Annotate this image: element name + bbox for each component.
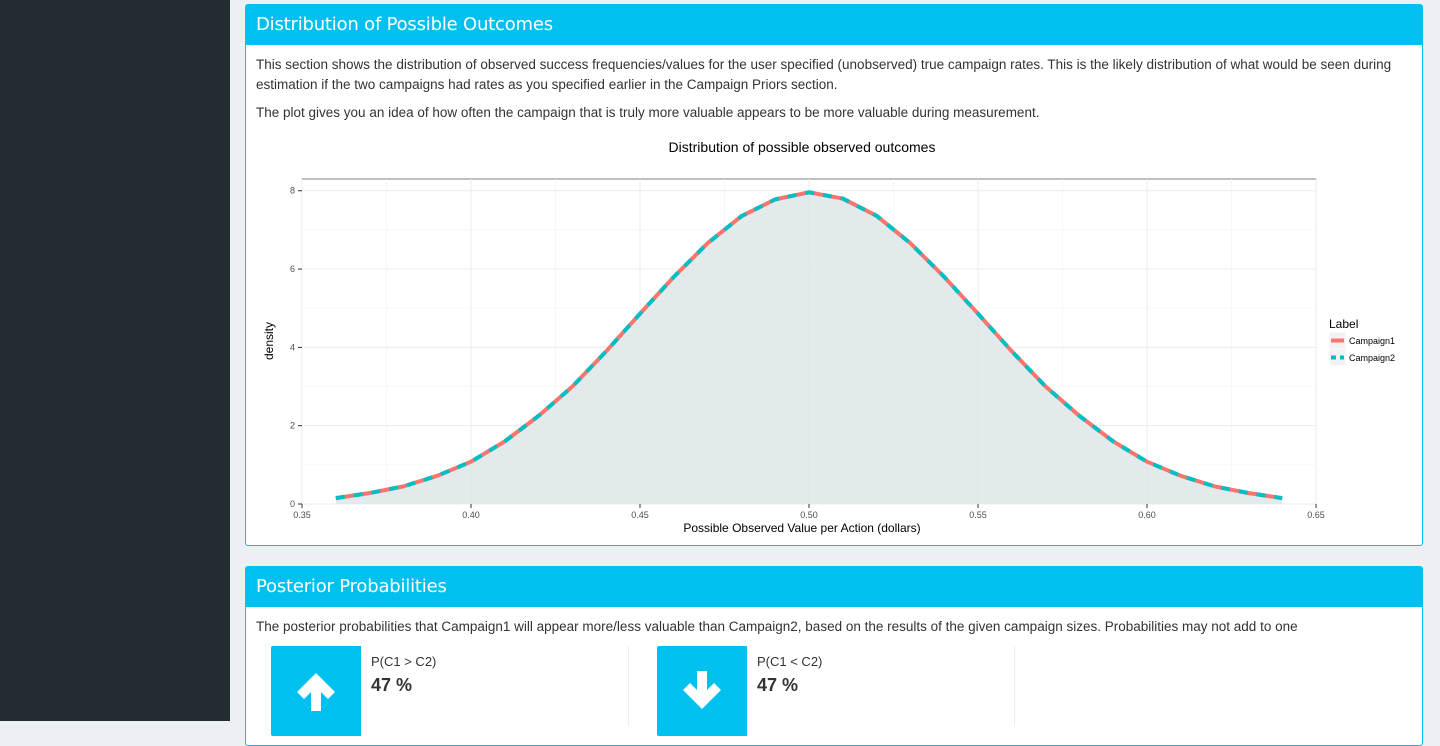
info-value: 47 % <box>757 675 799 695</box>
series-lines <box>335 190 1283 501</box>
distribution-description: This section shows the distribution of o… <box>256 57 1392 92</box>
x-tick-label: 0.65 <box>1307 510 1325 520</box>
distribution-box-title: Distribution of Possible Outcomes <box>246 5 1422 45</box>
arrow-down-icon <box>657 646 747 736</box>
density-chart-svg: Distribution of possible observed outcom… <box>262 139 1395 535</box>
info-divider <box>628 646 629 726</box>
x-tick-label: 0.60 <box>1138 510 1156 520</box>
posterior-box: Posterior Probabilities The posterior pr… <box>245 566 1423 746</box>
series-line-campaign2 <box>335 190 1283 501</box>
info-label: P(C1 > C2) <box>371 654 437 669</box>
legend-title: Label <box>1329 317 1358 331</box>
info-label: P(C1 < C2) <box>757 654 823 669</box>
posterior-box-title: Posterior Probabilities <box>246 567 1422 607</box>
density-area <box>335 192 1283 505</box>
info-box-c1-greater: P(C1 > C2) 47 % <box>271 646 628 736</box>
posterior-description: The posterior probabilities that Campaig… <box>256 619 1298 634</box>
y-axis-label: density <box>262 322 276 360</box>
x-tick-label: 0.45 <box>631 510 649 520</box>
y-tick-label: 8 <box>290 186 295 196</box>
x-tick-label: 0.40 <box>462 510 480 520</box>
arrow-up-icon <box>271 646 361 736</box>
main-content: Distribution of Possible Outcomes This s… <box>230 0 1440 746</box>
x-tick-label: 0.50 <box>800 510 818 520</box>
legend-label: Campaign2 <box>1349 353 1395 363</box>
y-tick-label: 0 <box>290 499 295 509</box>
distribution-box-body: This section shows the distribution of o… <box>246 45 1422 141</box>
sidebar <box>0 0 230 721</box>
y-tick-label: 4 <box>290 342 295 352</box>
posterior-box-body: The posterior probabilities that Campaig… <box>246 607 1422 655</box>
x-tick-label: 0.55 <box>969 510 987 520</box>
y-tick-label: 6 <box>290 264 295 274</box>
info-box-c1-less: P(C1 < C2) 47 % <box>657 646 1014 736</box>
chart-title: Distribution of possible observed outcom… <box>669 139 936 155</box>
x-tick-label: 0.35 <box>293 510 311 520</box>
info-divider <box>1014 646 1015 726</box>
legend-label: Campaign1 <box>1349 336 1395 346</box>
distribution-note: The plot gives you an idea of how often … <box>256 105 1040 120</box>
info-value: 47 % <box>371 675 413 695</box>
legend-key <box>1328 348 1347 367</box>
density-chart: Distribution of possible observed outcom… <box>256 135 1406 540</box>
chart-legend: Label Campaign1 Campaign2 <box>1328 317 1395 367</box>
plot-axes: 0.35 0.40 0.45 0.50 0.55 0.60 0.65 0 2 4 6 8 <box>290 186 1325 520</box>
distribution-box: Distribution of Possible Outcomes This s… <box>245 4 1423 546</box>
y-tick-label: 2 <box>290 421 295 431</box>
x-axis-label: Possible Observed Value per Action (doll… <box>683 521 920 535</box>
